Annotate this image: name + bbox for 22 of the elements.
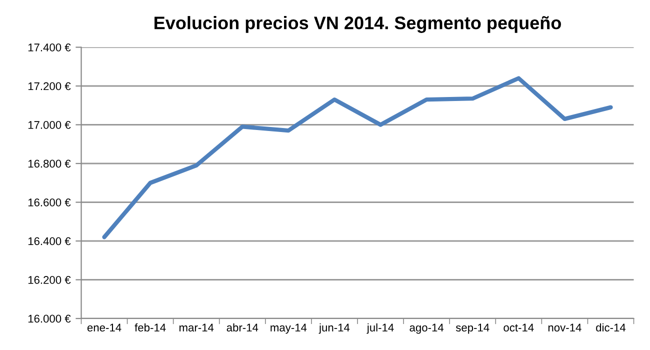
y-tick-label: 16.800 €	[28, 160, 71, 168]
chart-title: Evolucion precios VN 2014. Segmento pequeño	[154, 16, 561, 33]
y-tick-label: 17.200 €	[28, 82, 71, 90]
x-tick-label: mar-14	[179, 324, 214, 332]
y-tick-label: 16.200 €	[28, 276, 71, 284]
x-tick-label: sep-14	[456, 324, 490, 334]
x-tick-label: oct-14	[504, 324, 534, 332]
x-tick-label: ago-14	[410, 324, 444, 334]
x-tick-label: jul-14	[366, 323, 394, 334]
y-tick-label: 16.000 €	[28, 314, 71, 323]
x-tick-label: dic-14	[596, 323, 626, 332]
x-tick-label: abr-14	[226, 323, 258, 332]
y-tick-label: 17.000 €	[28, 121, 71, 129]
x-tick-label: ene-14	[87, 324, 122, 332]
y-tick-label: 17.400 €	[28, 44, 71, 52]
line-series	[102, 76, 613, 240]
x-tick-label: jun-14	[318, 323, 350, 334]
x-tick-label: may-14	[270, 324, 307, 334]
x-tick-label: nov-14	[548, 324, 582, 332]
x-tick-label: feb-14	[134, 323, 166, 332]
y-tick-label: 16.600 €	[28, 198, 71, 206]
y-tick-label: 16.400 €	[28, 237, 71, 246]
